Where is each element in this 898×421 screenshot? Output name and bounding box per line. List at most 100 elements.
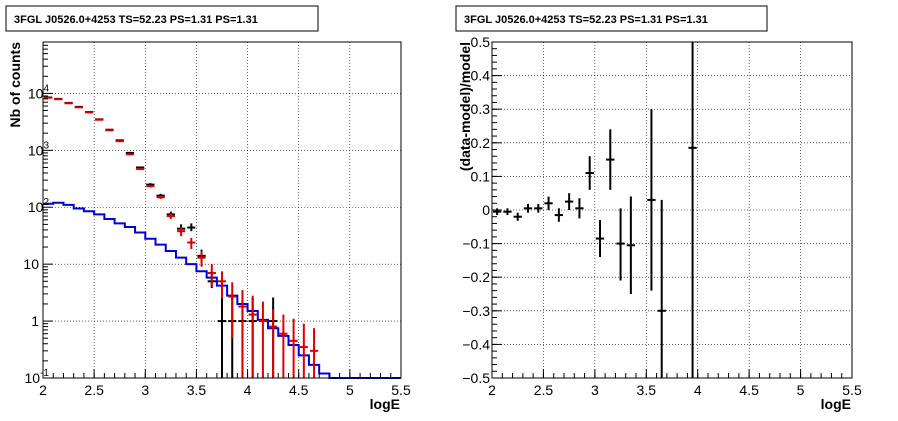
y-tick-label: 0.5 <box>471 34 491 50</box>
data-point <box>74 106 83 109</box>
left-series <box>43 96 401 379</box>
y-tick-label: −0.4 <box>462 336 490 352</box>
y-tick-label: 102 <box>28 197 50 215</box>
right-chart-title: 3FGL J0526.0+4253 TS=52.23 PS=1.31 PS=1.… <box>464 14 708 26</box>
data-point <box>688 42 697 378</box>
data-point <box>197 251 206 267</box>
data-point <box>217 271 227 299</box>
data-point <box>115 140 124 143</box>
y-tick-label: 10-1 <box>25 368 50 386</box>
y-tick-base: 10 <box>28 142 44 158</box>
data-point <box>647 109 656 291</box>
left-title-box <box>5 5 319 32</box>
y-tick-base: 10 <box>28 85 44 101</box>
y-tick-label: 0.4 <box>471 68 491 84</box>
data-point <box>248 295 257 378</box>
x-tick-label: 4.5 <box>289 382 309 398</box>
x-tick-label: 5.5 <box>391 382 411 398</box>
data-point <box>54 98 63 101</box>
x-tick-label: 5.5 <box>842 382 862 398</box>
left-panel: 3FGL J0526.0+4253 TS=52.23 PS=1.31 PS=1.… <box>5 5 411 412</box>
right-grid <box>492 42 852 378</box>
data-point <box>176 226 186 237</box>
y-tick-exponent: 4 <box>43 83 49 94</box>
y-tick-label: 0.3 <box>471 101 491 117</box>
x-tick-label: 3.5 <box>187 382 207 398</box>
data-point <box>258 301 268 378</box>
data-point <box>64 102 73 105</box>
x-tick-label: 4.5 <box>739 382 759 398</box>
x-tick-label: 3.5 <box>637 382 657 398</box>
right-series <box>493 42 697 378</box>
data-point <box>105 129 114 132</box>
data-point <box>534 203 543 213</box>
data-point <box>95 118 104 121</box>
data-point <box>493 208 502 216</box>
x-tick-label: 2.5 <box>84 382 104 398</box>
data-point <box>544 196 553 210</box>
data-point <box>187 223 196 232</box>
y-tick-base: 10 <box>28 199 44 215</box>
x-tick-label: 5 <box>797 382 805 398</box>
data-point <box>565 193 574 210</box>
data-point <box>166 213 175 220</box>
left-chart-title: 3FGL J0526.0+4253 TS=52.23 PS=1.31 PS=1.… <box>14 14 258 26</box>
right-x-ticks: 2 2.5 3 3.5 4 4.5 5 5.5 <box>488 369 862 398</box>
x-tick-label: 5 <box>346 382 354 398</box>
y-tick-label: −0.3 <box>462 303 490 319</box>
data-point <box>595 220 605 258</box>
left-grid <box>43 42 401 378</box>
right-y-ticks: −0.5 −0.4 −0.3 −0.2 −0.1 0 0.1 0.2 0.3 0.4 0.5 <box>462 34 502 386</box>
x-tick-label: 4 <box>244 382 252 398</box>
data-point <box>503 208 512 216</box>
y-tick-label: −0.2 <box>462 269 490 285</box>
y-tick-label: −0.1 <box>462 236 490 252</box>
data-point <box>187 237 196 249</box>
data-point <box>207 264 216 287</box>
data-point <box>513 212 522 221</box>
data-point <box>238 290 247 378</box>
data-point <box>228 282 237 339</box>
y-tick-base: 10 <box>25 370 41 386</box>
y-tick-label: 103 <box>28 140 50 158</box>
x-tick-label: 3 <box>591 382 599 398</box>
y-tick-exponent: 2 <box>43 197 49 208</box>
x-tick-label: 4 <box>694 382 702 398</box>
x-tick-label: 2 <box>39 382 47 398</box>
y-tick-label: 0.2 <box>471 135 491 151</box>
y-tick-label: 0.1 <box>471 168 491 184</box>
x-tick-label: 2.5 <box>534 382 554 398</box>
data-point <box>146 184 155 188</box>
x-tick-label: 2 <box>488 382 496 398</box>
left-x-axis-title: logE <box>370 396 400 412</box>
right-x-axis-title: logE <box>821 396 851 412</box>
y-tick-label: 104 <box>28 83 50 101</box>
data-point <box>269 309 278 378</box>
data-point <box>585 156 594 190</box>
right-y-axis-title: (data-model)/model <box>457 42 473 171</box>
y-tick-label: 1 <box>31 313 39 329</box>
data-point <box>44 96 53 99</box>
data-point <box>125 153 135 156</box>
right-panel: 3FGL J0526.0+4253 TS=52.23 PS=1.31 PS=1.… <box>455 5 862 412</box>
data-point <box>523 203 533 213</box>
data-point <box>279 314 288 378</box>
data-point <box>554 208 563 222</box>
left-y-axis-title: Nb of counts <box>7 42 23 128</box>
left-x-ticks: 2 2.5 3 3.5 4 4.5 5 5.5 <box>39 369 411 398</box>
y-tick-label: 0 <box>482 202 490 218</box>
y-tick-exponent: -1 <box>40 368 49 379</box>
y-tick-label: 10 <box>23 256 39 272</box>
y-tick-label: −0.5 <box>462 370 490 386</box>
data-point <box>217 297 227 378</box>
data-point <box>309 328 319 378</box>
data-point <box>84 111 94 114</box>
data-point <box>289 318 298 378</box>
data-point <box>575 198 584 219</box>
y-tick-exponent: 3 <box>43 140 49 151</box>
right-title-box <box>455 5 768 32</box>
data-point <box>136 167 145 171</box>
data-point <box>616 208 625 281</box>
